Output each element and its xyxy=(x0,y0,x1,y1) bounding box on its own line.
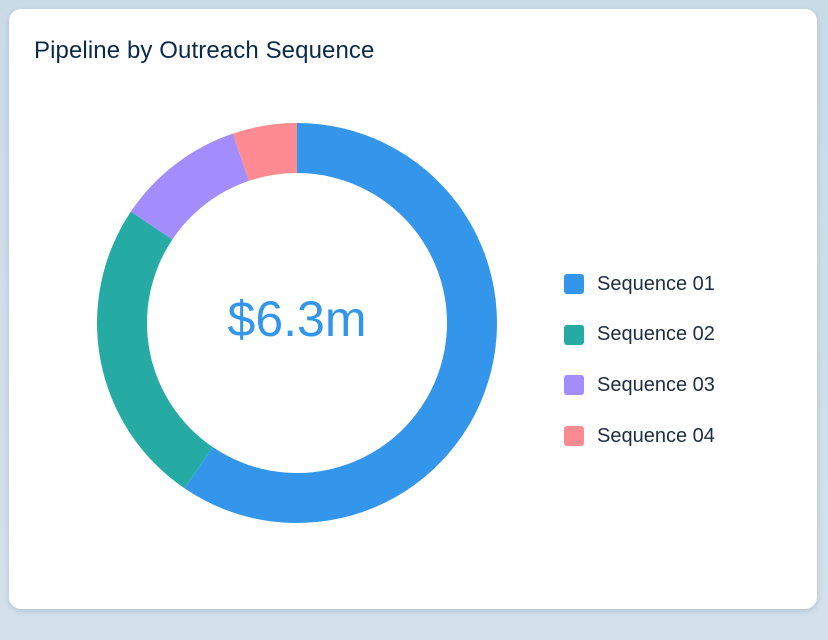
donut-slice-sequence-04[interactable] xyxy=(232,123,297,181)
legend-item-sequence-03[interactable]: Sequence 03 xyxy=(564,360,715,411)
legend-swatch xyxy=(564,274,584,295)
total-value-label: $6.3m xyxy=(228,291,367,347)
legend-item-sequence-01[interactable]: Sequence 01 xyxy=(564,259,715,310)
legend-item-sequence-04[interactable]: Sequence 04 xyxy=(564,411,715,462)
donut-slices xyxy=(96,123,498,523)
legend-label: Sequence 03 xyxy=(597,373,715,396)
donut-slice-sequence-01[interactable] xyxy=(184,123,498,523)
legend-swatch xyxy=(564,324,584,345)
card-title: Pipeline by Outreach Sequence xyxy=(34,37,375,64)
legend-item-sequence-02[interactable]: Sequence 02 xyxy=(564,310,715,361)
legend-swatch xyxy=(564,426,584,447)
chart-legend: Sequence 01 Sequence 02 Sequence 03 Sequ… xyxy=(564,259,715,461)
donut-slice-sequence-02[interactable] xyxy=(96,211,213,489)
donut-slice-sequence-03[interactable] xyxy=(130,133,249,240)
legend-label: Sequence 04 xyxy=(597,424,715,447)
legend-label: Sequence 02 xyxy=(597,323,715,346)
dashboard-card: Pipeline by Outreach Sequence $6.3m Sequ… xyxy=(9,9,817,609)
legend-label: Sequence 01 xyxy=(597,272,715,295)
donut-chart: $6.3m xyxy=(96,123,498,523)
legend-swatch xyxy=(564,375,584,396)
